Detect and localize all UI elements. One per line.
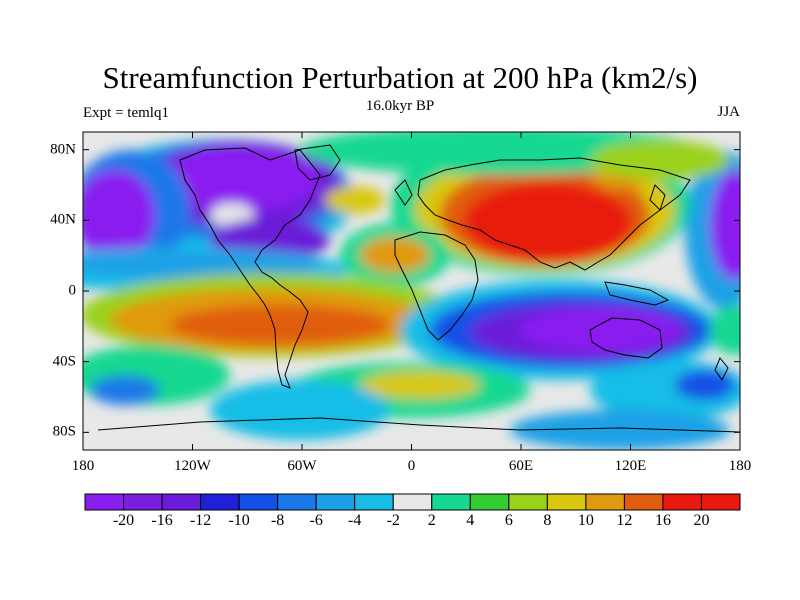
season-label: JJA (717, 104, 740, 120)
experiment-label: Expt = temlq1 (83, 105, 169, 121)
lon-label: 60W (287, 458, 317, 474)
plot-title: Streamfunction Perturbation at 200 hPa (… (102, 60, 698, 95)
colorbar-label: -4 (348, 512, 362, 529)
colorbar-label: -12 (189, 512, 212, 529)
colorbar-label: -6 (309, 512, 323, 529)
lat-label: 40N (50, 211, 76, 228)
colorbar-label: 20 (693, 512, 710, 529)
colorbar-label: 2 (427, 512, 436, 529)
streamfunction-field (83, 132, 740, 450)
lat-label: 80S (52, 423, 76, 440)
colorbar-label: 4 (466, 512, 475, 529)
colorbar-label: 16 (654, 512, 671, 529)
lat-label: 80N (50, 141, 76, 158)
colorbar-label: 6 (504, 512, 513, 529)
lon-label: 180 (728, 458, 752, 474)
colorbar-label: -8 (270, 512, 285, 529)
colorbar-label: -16 (151, 512, 173, 529)
axis-ticks (82, 132, 741, 450)
lon-label: 0 (407, 458, 416, 474)
coastlines (97, 144, 740, 433)
lon-label: 60E (508, 458, 534, 474)
colorbar-label: 10 (577, 512, 594, 529)
period-label: 16.0kyr BP (365, 98, 435, 114)
lat-label: 40S (52, 353, 76, 370)
colorbar-label: 8 (543, 512, 552, 529)
lat-label: 0 (68, 282, 77, 299)
lon-label: 120E (614, 458, 647, 474)
colorbar-label: -20 (112, 512, 135, 529)
colorbar-label: -2 (386, 512, 400, 529)
colorbar-label: -10 (228, 512, 250, 529)
lon-label: 180 (71, 458, 95, 474)
colorbar-label: 12 (616, 512, 633, 529)
lon-label: 120W (174, 458, 211, 474)
